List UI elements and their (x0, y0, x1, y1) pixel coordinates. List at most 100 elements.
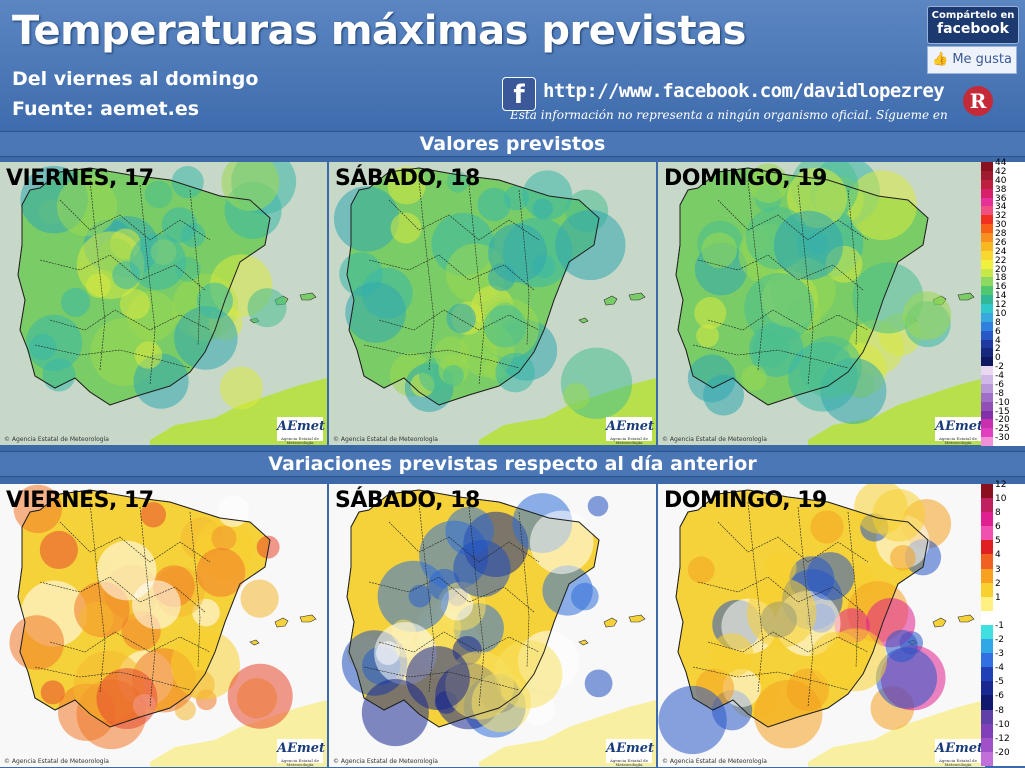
province-boundary (368, 576, 535, 613)
aemet-logo-text: AEmet (935, 419, 984, 434)
legend-entry: 1 (981, 593, 1025, 611)
field-blob (134, 341, 163, 369)
legend-entry: -8 (981, 706, 1025, 724)
province-boundary (139, 506, 156, 708)
province-boundary (847, 511, 859, 668)
legend-label: 10 (995, 494, 1007, 505)
legend-label: 14 (995, 291, 1007, 302)
province-boundary (378, 631, 540, 653)
coastline (17, 167, 271, 406)
balearic-island-1 (299, 614, 317, 623)
legend-label: 4 (995, 335, 1001, 346)
field-blob (483, 305, 527, 348)
province-boundary (89, 179, 106, 371)
field-blob (144, 180, 173, 209)
legend-label: -8 (995, 388, 1004, 399)
field-blob (806, 552, 855, 601)
map-canvas (329, 162, 656, 445)
province-boundary (692, 666, 849, 691)
legend-swatch (981, 596, 993, 611)
field-blob (441, 588, 474, 621)
legend-entry: 4 (981, 550, 1025, 569)
field-blob (40, 680, 65, 705)
facebook-icon[interactable]: f (502, 77, 536, 111)
legend-swatch (981, 250, 993, 260)
disclaimer-text: Esta información no representa a ningún … (510, 108, 948, 122)
field-blob (786, 668, 830, 712)
day-label: VIERNES, 17 (6, 166, 154, 191)
variation-map-panel: SÁBADO, 18 © Agencia Estatal de Meteorolo… (329, 484, 658, 767)
field-blob (219, 366, 263, 410)
legend-entry: -6 (981, 691, 1025, 710)
legend-swatch (981, 401, 993, 411)
land-layer (341, 489, 656, 767)
legend-swatch (981, 639, 993, 654)
province-boundary (797, 506, 814, 708)
land-layer (17, 162, 327, 445)
province-boundary (707, 631, 869, 653)
legend-entry: -20 (981, 415, 1025, 429)
legend-entry: 10 (981, 309, 1025, 322)
field-blob (587, 495, 609, 517)
province-boundary (49, 631, 211, 653)
credit-label: © Agencia Estatal de Meteorología (662, 436, 767, 443)
legend-label: 8 (995, 508, 1001, 519)
legend-label: -12 (995, 733, 1010, 744)
like-button-label: Me gusta (952, 52, 1012, 67)
legend-label: -3 (995, 649, 1004, 660)
legend-label: -1 (995, 620, 1004, 631)
field-blob (744, 273, 815, 343)
legend-swatch (981, 224, 993, 233)
province-boundary (847, 189, 859, 346)
field-blob (390, 212, 422, 244)
header: Temperaturas máximas previstas Del viern… (0, 0, 1025, 130)
legend-entry: 28 (981, 229, 1025, 242)
legend-entry: 26 (981, 238, 1025, 251)
day-label: DOMINGO, 19 (664, 488, 827, 513)
author-logo-icon[interactable]: R (963, 86, 993, 116)
field-blob (687, 556, 715, 584)
province-boundary (707, 309, 869, 331)
province-boundary (418, 501, 435, 693)
legend-entry: -15 (981, 407, 1025, 420)
legend-entry: 20 (981, 265, 1025, 278)
field-blob (217, 495, 249, 528)
like-button[interactable]: 👍 Me gusta (927, 46, 1017, 74)
aemet-logo: AEmet Agencia Estatal de Meteorología (606, 417, 654, 445)
field-blob (129, 233, 187, 291)
field-blob (161, 207, 198, 243)
forecast-color-legend: 44 42 40 38 36 34 32 30 28 26 24 22 20 18 16 14 12 10 8 6 4 2… (981, 158, 1025, 446)
field-blob (446, 303, 476, 334)
field-blob (56, 176, 118, 237)
legend-swatch (981, 568, 993, 583)
field-blob (696, 324, 719, 348)
legend-entry: -2 (981, 362, 1025, 375)
legend-entry: -2 (981, 635, 1025, 654)
field-blob (741, 365, 767, 391)
legend-entry: 24 (981, 247, 1025, 260)
province-boundary (49, 309, 211, 331)
field-blob (746, 578, 817, 648)
legend-swatch (981, 667, 993, 682)
legend-swatch (981, 162, 993, 171)
legend-label: 26 (995, 237, 1007, 248)
field-blob (694, 297, 727, 330)
field-blob (221, 162, 280, 211)
coastline (17, 489, 271, 728)
facebook-url-link[interactable]: http://www.facebook.com/davidlopezrey (543, 80, 945, 102)
field-blob (96, 668, 158, 730)
share-button-top-label: Compártelo en (931, 10, 1015, 21)
balearic-island-0 (603, 295, 618, 306)
legend-swatch (981, 188, 993, 198)
day-label: SÁBADO, 18 (335, 488, 480, 513)
balearic-island-2 (578, 317, 589, 324)
aemet-logo-text: AEmet (606, 741, 655, 756)
legend-swatch (981, 751, 993, 766)
aemet-logo-subtitle: Agencia Estatal de Meteorología (280, 758, 319, 767)
share-facebook-button[interactable]: Compártelo en facebook (927, 6, 1019, 44)
balearic-island-1 (957, 614, 975, 623)
forecast-map-panel: VIERNES, 17 © Agencia Estatal de Meteorol… (0, 162, 329, 445)
field-blob (872, 488, 926, 542)
field-blob (799, 335, 862, 399)
field-blob (488, 223, 548, 283)
